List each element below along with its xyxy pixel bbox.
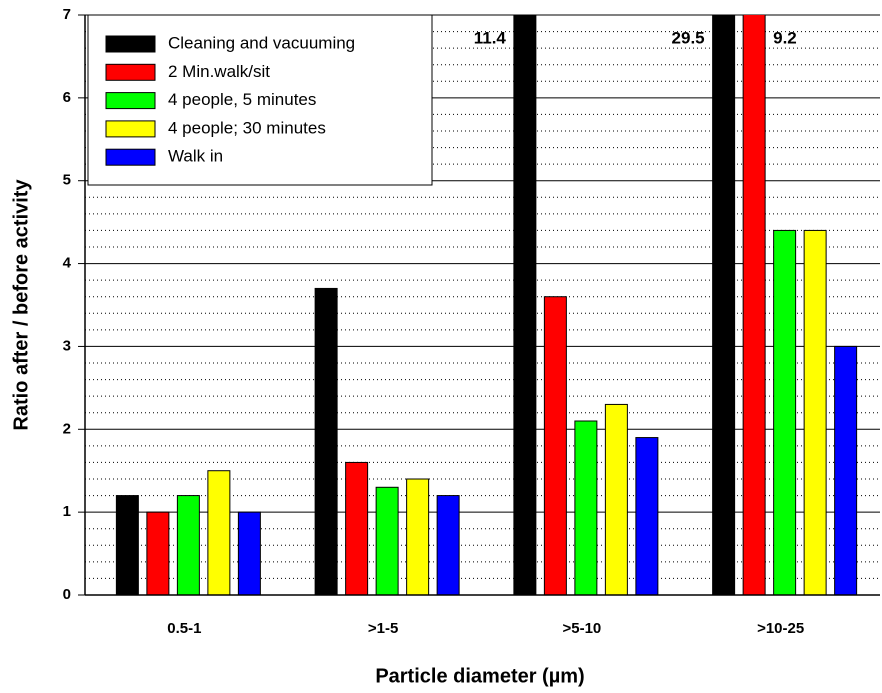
y-tick-label: 1: [63, 503, 71, 520]
legend-label: 4 people, 5 minutes: [168, 90, 316, 109]
value-label: 29.5: [672, 28, 705, 47]
plot-area: [115, 15, 858, 595]
bar: [314, 287, 338, 595]
bar: [436, 495, 460, 595]
legend-label: Cleaning and vacuuming: [168, 33, 355, 52]
bar: [574, 420, 598, 595]
y-tick-label: 5: [63, 172, 71, 189]
y-tick-label: 6: [63, 89, 71, 106]
bar: [773, 229, 797, 595]
bar: [513, 15, 537, 595]
value-label: 9.2: [773, 28, 797, 47]
legend-label: 2 Min.walk/sit: [168, 62, 270, 81]
y-axis-title: Ratio after / before activity: [10, 179, 32, 431]
legend-label: 4 people; 30 minutes: [168, 118, 326, 137]
bar: [604, 403, 628, 595]
bar: [237, 511, 261, 595]
bar: [375, 486, 399, 595]
bar: [176, 495, 200, 595]
x-axis-title: Particle diameter (µm): [375, 665, 584, 687]
y-tick-label: 0: [63, 586, 71, 603]
bar: [635, 437, 659, 595]
bar: [712, 15, 736, 595]
bar: [742, 15, 766, 595]
legend-swatch: [105, 35, 156, 53]
bar: [543, 296, 567, 595]
bar: [803, 229, 827, 595]
bar: [406, 478, 430, 595]
y-tick-label: 3: [63, 337, 71, 354]
legend: Cleaning and vacuuming 2 Min.walk/sit 4 pe…: [87, 14, 433, 186]
value-label: 11.4: [474, 28, 507, 47]
bar: [834, 345, 858, 595]
y-tick-label: 2: [63, 420, 71, 437]
x-tick-label: >10-25: [757, 620, 804, 637]
legend-label: Walk in: [168, 147, 223, 166]
x-tick-label: 0.5-1: [167, 620, 201, 637]
legend-swatch: [105, 63, 156, 81]
bar: [345, 461, 369, 595]
legend-swatch: [105, 148, 156, 166]
bar: [207, 470, 231, 595]
legend-swatch: [105, 92, 156, 110]
y-tick-label: 7: [63, 6, 71, 23]
bar: [146, 511, 170, 595]
x-tick-label: >5-10: [562, 620, 601, 637]
legend-swatch: [105, 120, 156, 138]
x-tick-label: >1-5: [368, 620, 398, 637]
y-tick-label: 4: [63, 255, 72, 272]
bar: [115, 495, 139, 595]
